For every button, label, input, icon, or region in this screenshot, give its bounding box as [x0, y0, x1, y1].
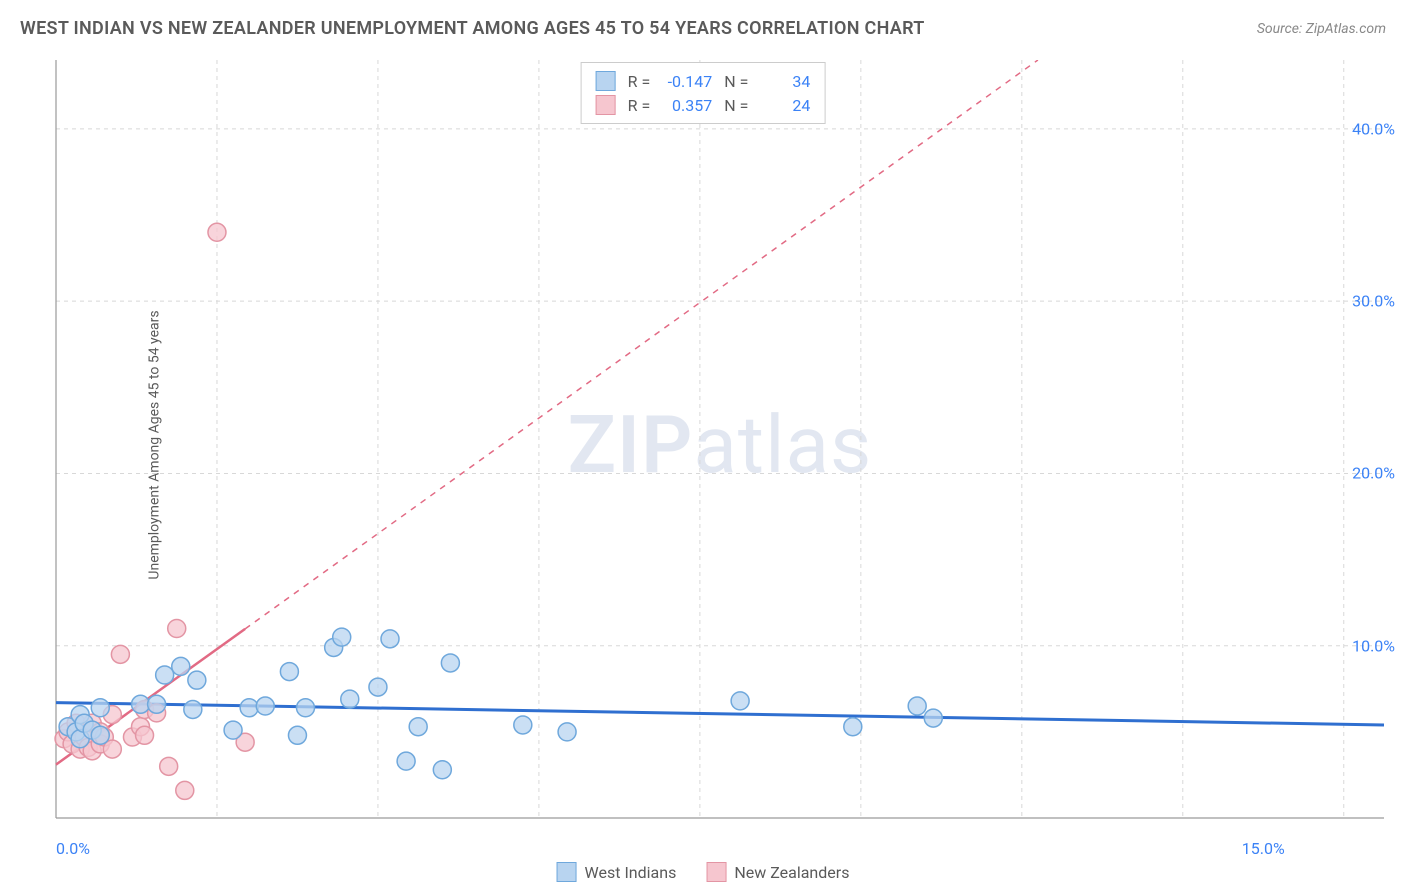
- x-tick-label: 0.0%: [56, 839, 90, 858]
- swatch-series-2-bottom: [706, 862, 726, 882]
- correlation-row-2: R = 0.357 N = 24: [596, 93, 811, 117]
- r-label: R =: [628, 72, 651, 91]
- source-prefix: Source:: [1257, 21, 1306, 37]
- r-value-2: 0.357: [662, 96, 712, 115]
- y-tick-label: 10.0%: [1352, 636, 1395, 655]
- y-tick-label: 40.0%: [1352, 119, 1395, 138]
- chart-header: WEST INDIAN VS NEW ZEALANDER UNEMPLOYMEN…: [20, 18, 1386, 39]
- legend-item-2: New Zealanders: [706, 862, 849, 882]
- n-label: N =: [724, 72, 748, 91]
- chart-title: WEST INDIAN VS NEW ZEALANDER UNEMPLOYMEN…: [20, 18, 925, 39]
- swatch-series-1-bottom: [557, 862, 577, 882]
- r-label: R =: [628, 96, 651, 115]
- chart-area: Unemployment Among Ages 45 to 54 years Z…: [50, 60, 1390, 830]
- n-value-1: 34: [760, 72, 810, 91]
- source-name: ZipAtlas.com: [1306, 21, 1386, 37]
- swatch-series-2: [596, 95, 616, 115]
- legend-item-1: West Indians: [557, 862, 677, 882]
- scatter-plot: [50, 60, 1390, 830]
- correlation-legend: R = -0.147 N = 34 R = 0.357 N = 24: [581, 62, 826, 124]
- swatch-series-1: [596, 71, 616, 91]
- legend-label-1: West Indians: [585, 863, 677, 882]
- legend-label-2: New Zealanders: [734, 863, 849, 882]
- y-tick-label: 20.0%: [1352, 464, 1395, 483]
- correlation-row-1: R = -0.147 N = 34: [596, 69, 811, 93]
- n-value-2: 24: [760, 96, 810, 115]
- r-value-1: -0.147: [662, 72, 712, 91]
- source-attribution: Source: ZipAtlas.com: [1257, 21, 1386, 37]
- series-legend: West Indians New Zealanders: [557, 862, 850, 882]
- x-tick-label: 15.0%: [1242, 839, 1285, 858]
- n-label: N =: [724, 96, 748, 115]
- y-tick-label: 30.0%: [1352, 292, 1395, 311]
